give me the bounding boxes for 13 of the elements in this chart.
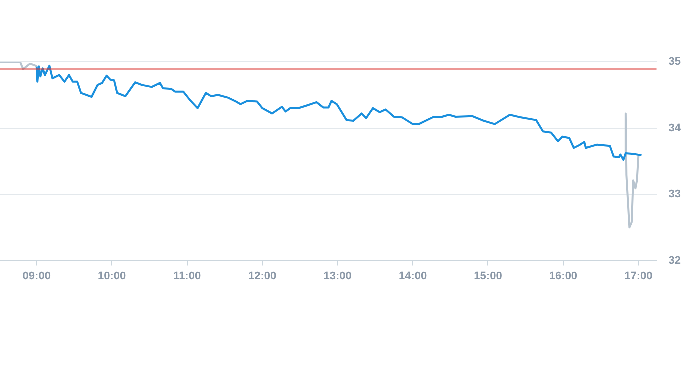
x-tick-label: 14:00: [398, 270, 428, 282]
y-tick-label: 33: [668, 188, 682, 201]
y-tick-label: 32: [668, 254, 682, 267]
x-tick-label: 09:00: [22, 270, 51, 282]
x-tick-label: 11:00: [174, 270, 202, 282]
x-tick-label: 10:00: [98, 270, 126, 282]
x-tick-label: 13:00: [324, 270, 352, 282]
y-tick-label: 35: [668, 56, 682, 68]
x-tick-label: 12:00: [248, 270, 277, 282]
y-tick-label: 34: [668, 122, 682, 134]
x-tick-label: 15:00: [474, 270, 502, 282]
x-tick-label: 17:00: [624, 270, 653, 282]
x-tick-label: 16:00: [549, 270, 578, 282]
